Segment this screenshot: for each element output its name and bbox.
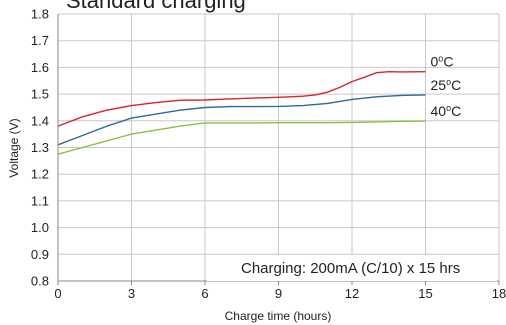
y-tick-label: 0.8 [31, 274, 49, 289]
annotation-text: Charging: 200mA (C/10) x 15 hrs [241, 260, 460, 277]
x-tick-label: 18 [492, 286, 506, 301]
y-tick-label: 1.8 [31, 7, 49, 22]
series-label-unit: C [451, 77, 461, 93]
y-tick-label: 1.7 [31, 33, 49, 48]
y-tick-label: 1.4 [31, 113, 49, 128]
series-label: 25oC [431, 77, 462, 93]
y-tick-label: 1.6 [31, 60, 49, 75]
y-tick-label: 0.9 [31, 247, 49, 262]
y-tick-label: 1.2 [31, 167, 49, 182]
series-label-value: 0 [431, 54, 439, 70]
x-tick-label: 0 [54, 286, 61, 301]
series-line [57, 94, 426, 146]
x-tick-label: 6 [201, 286, 208, 301]
series-label-value: 40 [431, 103, 447, 119]
x-axis-title: Charge time (hours) [225, 309, 332, 323]
y-tick-label: 1.0 [31, 220, 49, 235]
y-tick-label: 1.3 [31, 140, 49, 155]
chart-title: Standard charging [66, 0, 246, 13]
series-label: 0oC [431, 54, 454, 70]
x-tick-label: 9 [275, 286, 282, 301]
series-line [57, 120, 426, 155]
degree-mark: o [446, 77, 451, 87]
degree-mark: o [438, 54, 443, 64]
series-lines [57, 71, 426, 155]
degree-mark: o [446, 103, 451, 113]
x-tick-label: 15 [418, 286, 432, 301]
series-label-unit: C [443, 54, 453, 70]
x-tick-label: 3 [128, 286, 135, 301]
series-label-unit: C [451, 103, 461, 119]
y-tick-label: 1.5 [31, 87, 49, 102]
y-tick-label: 1.1 [31, 193, 49, 208]
series-label-value: 25 [431, 77, 447, 93]
x-tick-label: 12 [345, 286, 359, 301]
series-label: 40oC [431, 103, 462, 119]
series-line [57, 71, 426, 127]
annotation-box [207, 255, 497, 281]
tick-labels: 0.8 0.9 1.0 1.1 1.2 1.3 1.4 1.5 1.6 1.7 1.8 0 3 6 9 12 1… [31, 7, 506, 302]
y-axis-title: Voltage (V) [7, 118, 21, 177]
